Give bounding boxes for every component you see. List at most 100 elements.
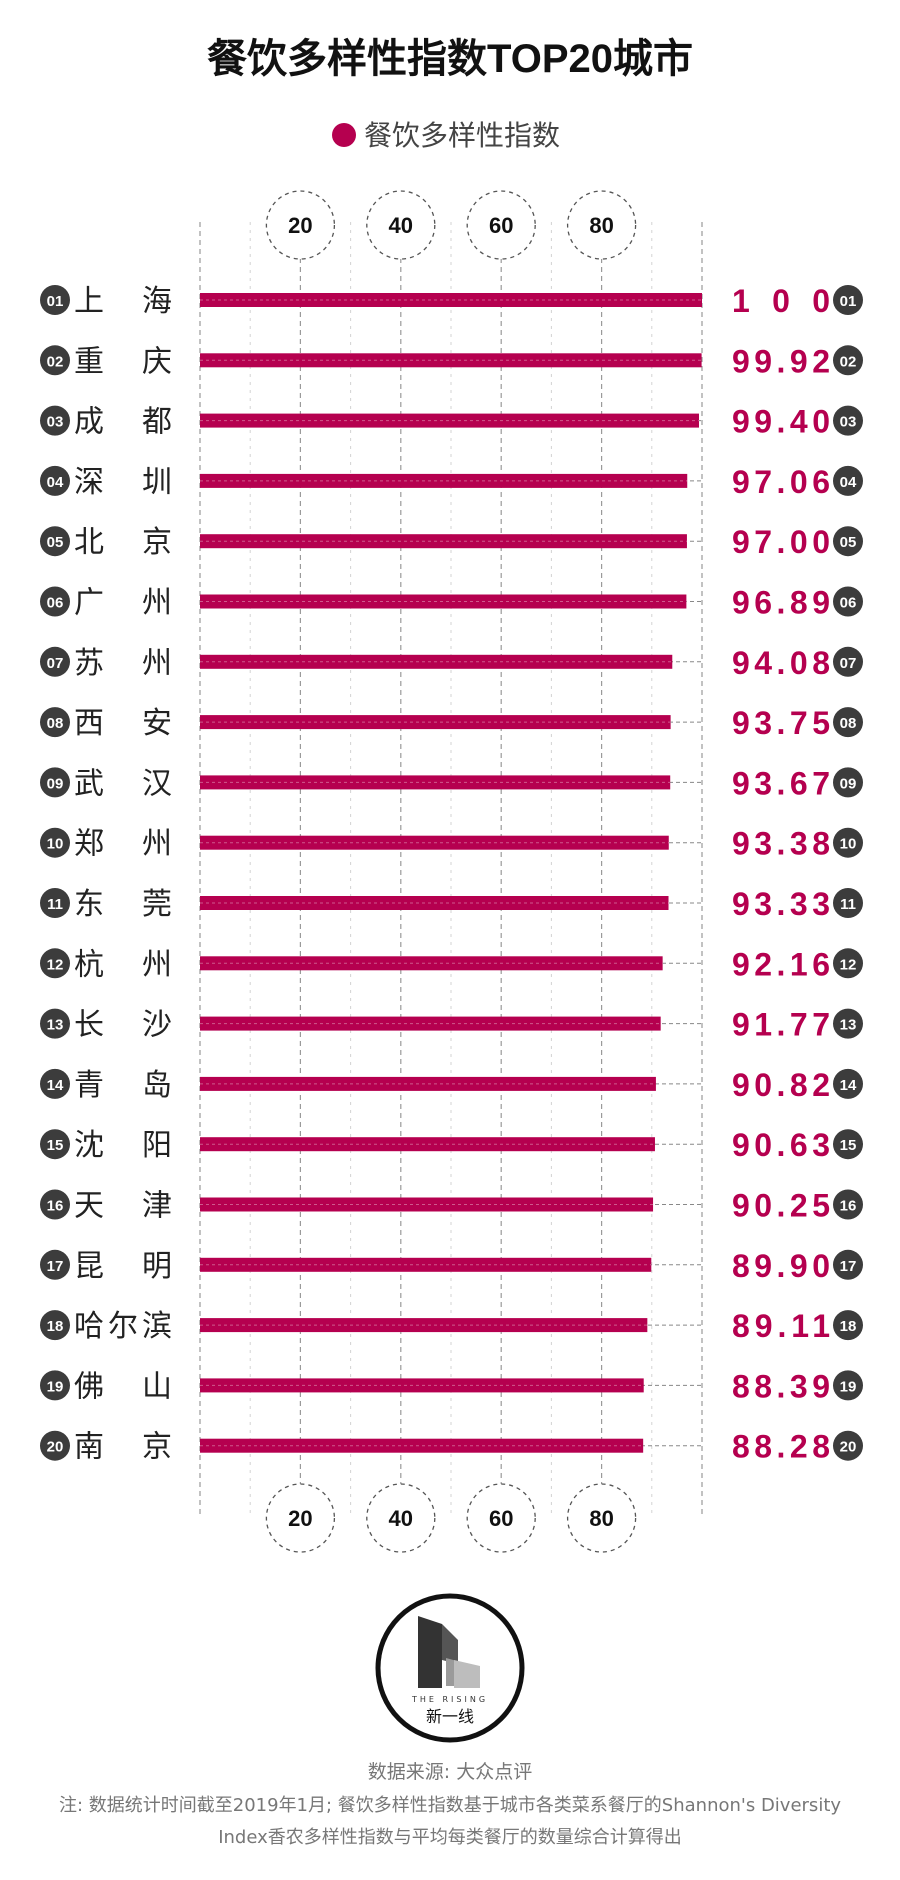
rank-label-left: 09: [47, 775, 64, 792]
category-label: 南京: [74, 1430, 172, 1465]
rank-label-left: 01: [47, 293, 64, 310]
rank-badge-right: [833, 586, 863, 617]
rank-label-right: 11: [840, 896, 856, 913]
rank-label-left: 15: [47, 1137, 64, 1154]
top-tick-circle-20: [265, 190, 336, 260]
rank-label-right: 03: [840, 414, 857, 431]
rank-label-right: 12: [840, 956, 857, 973]
category-label: 北京: [74, 525, 172, 560]
chart-title: 餐饮多样性指数TOP20城市: [207, 37, 693, 81]
rank-label-left: 06: [47, 595, 64, 612]
bottom-tick-label-20: 20: [288, 1506, 312, 1531]
rank-badge-right: [833, 888, 863, 918]
bar-row: 17 昆明 89.90 17: [40, 1248, 863, 1284]
rank-badge-left: [40, 707, 70, 738]
rank-label-left: 12: [47, 956, 64, 973]
bar: [200, 1318, 648, 1333]
value-label: 90.82: [732, 1067, 830, 1103]
rank-label-left: 11: [47, 896, 63, 913]
bar: [200, 413, 699, 428]
bar-row: 13 长沙 91.77 13: [40, 1007, 863, 1043]
category-label: 哈尔滨: [74, 1309, 172, 1344]
value-label: 99.40: [732, 404, 830, 440]
bar: [200, 534, 687, 549]
rank-badge-left: [40, 1310, 70, 1341]
category-label: 苏州: [74, 646, 172, 681]
bar-row: 14 青岛 90.82 14: [40, 1067, 863, 1103]
rank-label-left: 05: [47, 534, 64, 551]
bar: [200, 715, 671, 730]
x-axis-top-ticks: 20 40 60 80: [265, 190, 637, 260]
top-tick-label-40: 40: [389, 213, 413, 238]
bar: [200, 654, 673, 669]
category-label: 上海: [74, 284, 172, 319]
bottom-tick-circle-80: [566, 1483, 637, 1553]
rank-badge-right: [833, 1370, 863, 1401]
rank-badge-right: [833, 526, 863, 557]
category-label: 青岛: [74, 1068, 172, 1103]
rank-badge-right: [833, 1430, 863, 1461]
logo-name: 新一线: [426, 1707, 474, 1726]
value-label: 92.16: [732, 946, 830, 982]
rank-label-left: 07: [47, 655, 64, 672]
rank-label-right: 07: [840, 655, 857, 672]
bar-row: 15 沈阳 90.63 15: [40, 1127, 863, 1163]
category-label: 重庆: [74, 344, 172, 379]
rank-label-right: 17: [840, 1258, 857, 1275]
rank-label-right: 01: [840, 293, 857, 310]
value-label: 93.67: [732, 765, 830, 801]
top-tick-circle-40: [366, 190, 436, 260]
building-blocks-icon: [418, 1616, 480, 1688]
value-label: 90.25: [732, 1188, 830, 1224]
rank-badge-right: [833, 345, 863, 376]
bar-row: 06 广州 96.89 06: [40, 585, 863, 621]
rank-badge-right: [833, 646, 863, 677]
rank-label-left: 19: [47, 1378, 64, 1395]
category-label: 成都: [74, 405, 172, 440]
rank-label-right: 06: [840, 595, 857, 612]
rank-label-right: 09: [840, 775, 857, 792]
rank-badge-right: [833, 1249, 863, 1280]
bar-row: 11 东莞 93.33 11: [40, 886, 863, 922]
category-label: 昆明: [74, 1249, 172, 1284]
value-label: 97.06: [732, 464, 830, 500]
bar-row: 02 重庆 99.92 02: [40, 343, 863, 379]
footnote-line-1: 注: 数据统计时间截至2019年1月; 餐饮多样性指数基于城市各类菜系餐厅的Sh…: [59, 1795, 841, 1816]
x-axis-bottom-ticks: 20 40 60 80: [265, 1483, 637, 1553]
bar-row: 04 深圳 97.06 04: [40, 464, 863, 500]
rank-badge-right: [833, 285, 863, 315]
rank-badge-left: [40, 888, 70, 918]
bottom-tick-circle-40: [366, 1483, 436, 1553]
bar: [200, 1378, 644, 1393]
value-label: 100: [732, 283, 830, 319]
legend-label: 餐饮多样性指数: [364, 119, 560, 152]
category-label: 广州: [74, 586, 172, 621]
bottom-tick-circle-60: [466, 1483, 536, 1553]
rank-badge-left: [40, 1008, 70, 1039]
rank-badge-right: [833, 707, 863, 738]
category-label: 西安: [74, 706, 172, 741]
rank-label-right: 04: [840, 474, 857, 491]
rank-label-left: 08: [47, 715, 64, 732]
category-label: 郑州: [74, 827, 172, 862]
value-label: 88.28: [732, 1429, 830, 1465]
rank-badge-left: [40, 827, 70, 858]
rank-label-right: 18: [840, 1318, 857, 1335]
value-label: 89.90: [732, 1248, 830, 1284]
rank-badge-right: [833, 767, 863, 798]
bar: [200, 473, 688, 488]
rank-badge-right: [833, 465, 863, 496]
bar-row: 08 西安 93.75 08: [40, 705, 863, 741]
rank-label-right: 20: [840, 1439, 857, 1456]
rank-badge-right: [833, 827, 863, 858]
category-label: 沈阳: [74, 1128, 172, 1163]
rank-badge-right: [833, 1189, 863, 1220]
rank-badge-left: [40, 1068, 70, 1099]
rank-badge-left: [40, 285, 70, 315]
rank-badge-right: [833, 1068, 863, 1099]
value-label: 91.77: [732, 1007, 830, 1043]
rank-label-right: 10: [840, 836, 857, 853]
bottom-tick-circle-20: [265, 1483, 336, 1553]
bar-row: 09 武汉 93.67 09: [40, 765, 863, 801]
rank-badge-left: [40, 345, 70, 376]
